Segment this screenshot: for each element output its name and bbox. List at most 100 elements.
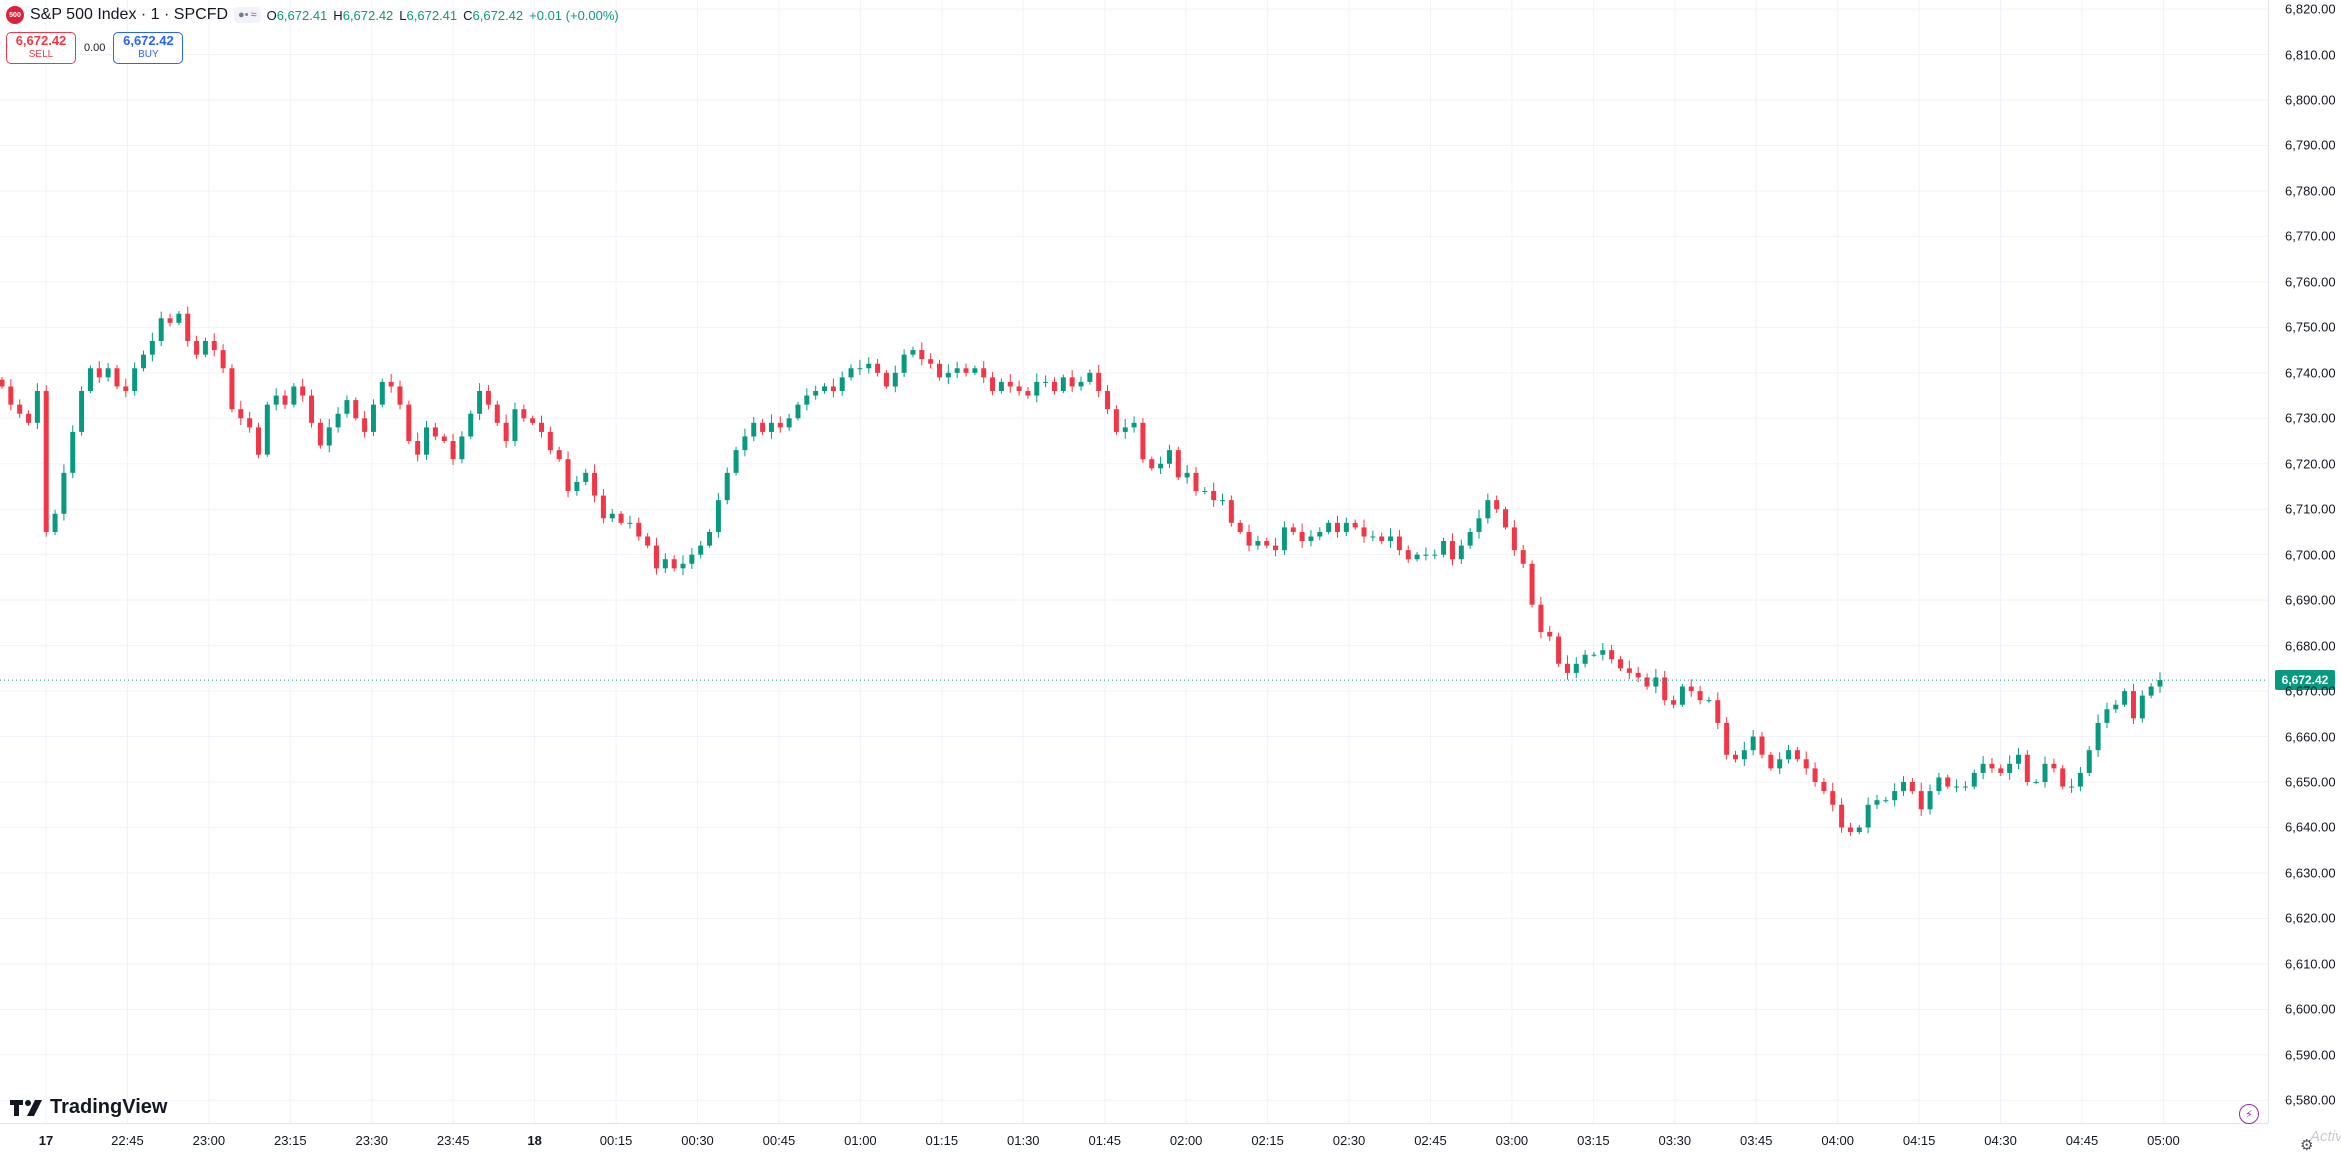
candle[interactable] — [1794, 746, 1800, 762]
candle[interactable] — [1591, 651, 1597, 657]
candle[interactable] — [1971, 769, 1977, 790]
candle[interactable] — [2148, 683, 2154, 699]
candle[interactable] — [1786, 744, 1792, 764]
candle[interactable] — [1184, 465, 1190, 484]
candle[interactable] — [875, 359, 881, 377]
candle[interactable] — [87, 365, 93, 394]
candle[interactable] — [1423, 547, 1429, 561]
candle[interactable] — [379, 378, 385, 408]
candle[interactable] — [326, 418, 332, 453]
candle[interactable] — [2139, 690, 2145, 723]
candle[interactable] — [1936, 772, 1942, 795]
candle[interactable] — [1166, 444, 1172, 468]
candle[interactable] — [1467, 527, 1473, 549]
candle[interactable] — [1149, 456, 1155, 471]
candle[interactable] — [1600, 642, 1606, 661]
tradingview-logo[interactable]: TradingView — [10, 1096, 167, 1119]
candle[interactable] — [1750, 729, 1756, 756]
candle[interactable] — [2086, 746, 2092, 777]
candle[interactable] — [609, 509, 615, 523]
candle[interactable] — [1609, 644, 1615, 664]
candle[interactable] — [512, 402, 518, 447]
candle[interactable] — [600, 489, 606, 524]
candle[interactable] — [1529, 560, 1535, 608]
candle[interactable] — [2033, 779, 2039, 785]
buy-button[interactable]: 6,672.42 BUY — [113, 32, 184, 64]
candle[interactable] — [317, 418, 323, 449]
candle[interactable] — [1113, 405, 1119, 436]
candle[interactable] — [1122, 418, 1128, 439]
candle[interactable] — [1839, 798, 1845, 833]
candle[interactable] — [530, 415, 536, 426]
candle[interactable] — [1361, 519, 1367, 543]
candle[interactable] — [468, 410, 474, 440]
candle[interactable] — [1343, 517, 1349, 537]
candle[interactable] — [79, 386, 85, 436]
candle[interactable] — [1511, 520, 1517, 556]
candle[interactable] — [2130, 683, 2136, 725]
candle[interactable] — [167, 313, 173, 327]
candle[interactable] — [1989, 757, 1995, 774]
candle[interactable] — [1635, 666, 1641, 683]
candle[interactable] — [760, 418, 766, 436]
candle[interactable] — [2051, 758, 2057, 773]
candle[interactable] — [406, 400, 412, 445]
status-pill[interactable]: ●• ≈ — [234, 7, 261, 23]
candle[interactable] — [636, 517, 642, 541]
candle[interactable] — [936, 359, 942, 381]
candle[interactable] — [707, 529, 713, 548]
candle[interactable] — [1679, 683, 1685, 707]
candle[interactable] — [1087, 369, 1093, 385]
candle[interactable] — [8, 379, 14, 411]
candle[interactable] — [450, 433, 456, 465]
candle[interactable] — [1105, 385, 1111, 414]
candle[interactable] — [309, 389, 315, 428]
candle[interactable] — [1396, 529, 1402, 556]
candle[interactable] — [565, 451, 571, 498]
candle[interactable] — [2113, 700, 2119, 713]
candle[interactable] — [1078, 376, 1084, 391]
candle[interactable] — [1255, 535, 1261, 550]
candle[interactable] — [1317, 527, 1323, 541]
candle[interactable] — [1618, 655, 1623, 672]
candle[interactable] — [1856, 824, 1862, 835]
candle[interactable] — [1998, 764, 2004, 777]
candle[interactable] — [2042, 756, 2048, 788]
candle[interactable] — [1211, 482, 1217, 507]
candle[interactable] — [813, 385, 819, 400]
candle[interactable] — [2015, 748, 2021, 770]
candle[interactable] — [362, 411, 368, 438]
candle[interactable] — [751, 416, 757, 442]
candle[interactable] — [17, 399, 23, 418]
candle[interactable] — [724, 467, 730, 505]
candle[interactable] — [229, 364, 235, 413]
symbol-title[interactable]: S&P 500 Index · 1 · SPCFD — [30, 6, 229, 23]
candle[interactable] — [123, 378, 129, 398]
candle[interactable] — [574, 476, 580, 496]
candle[interactable] — [424, 420, 430, 460]
candle[interactable] — [1768, 752, 1774, 771]
candle[interactable] — [1803, 751, 1809, 775]
candle[interactable] — [1034, 373, 1040, 403]
candle[interactable] — [1503, 506, 1509, 530]
candle[interactable] — [1883, 796, 1889, 803]
candle[interactable] — [0, 376, 5, 389]
candle[interactable] — [1449, 533, 1455, 566]
chart-plot-area[interactable] — [0, 0, 2268, 1123]
candle[interactable] — [1007, 374, 1013, 393]
candle[interactable] — [1290, 523, 1296, 536]
candle[interactable] — [883, 370, 889, 389]
candle[interactable] — [185, 306, 191, 347]
candle[interactable] — [990, 372, 996, 396]
candle[interactable] — [397, 380, 403, 410]
candle[interactable] — [539, 415, 544, 438]
candle[interactable] — [1458, 539, 1464, 564]
candle[interactable] — [1220, 493, 1226, 506]
candle[interactable] — [689, 548, 695, 570]
candle[interactable] — [1228, 495, 1234, 527]
candle[interactable] — [1582, 650, 1588, 668]
candle[interactable] — [521, 404, 527, 422]
candle[interactable] — [1308, 529, 1314, 547]
candle[interactable] — [830, 378, 836, 398]
candle[interactable] — [1193, 466, 1199, 496]
